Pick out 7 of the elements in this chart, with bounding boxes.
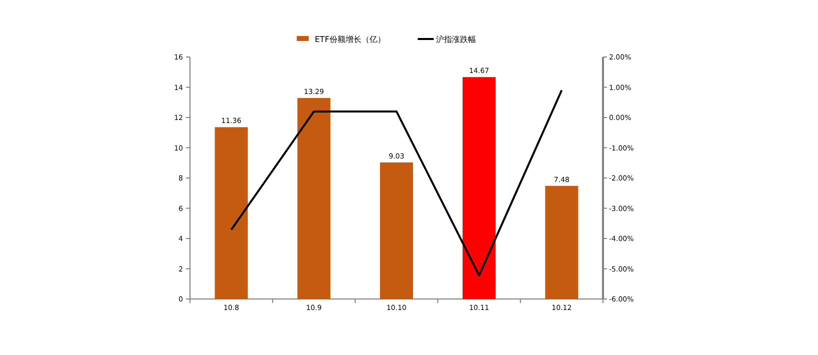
bar — [462, 77, 496, 299]
legend-label: 沪指涨跌幅 — [436, 35, 476, 44]
bar — [380, 162, 414, 299]
bar — [214, 127, 248, 299]
bar — [545, 186, 578, 299]
bar — [297, 98, 330, 299]
legend-label: ETF份额增长（亿） — [314, 35, 386, 44]
